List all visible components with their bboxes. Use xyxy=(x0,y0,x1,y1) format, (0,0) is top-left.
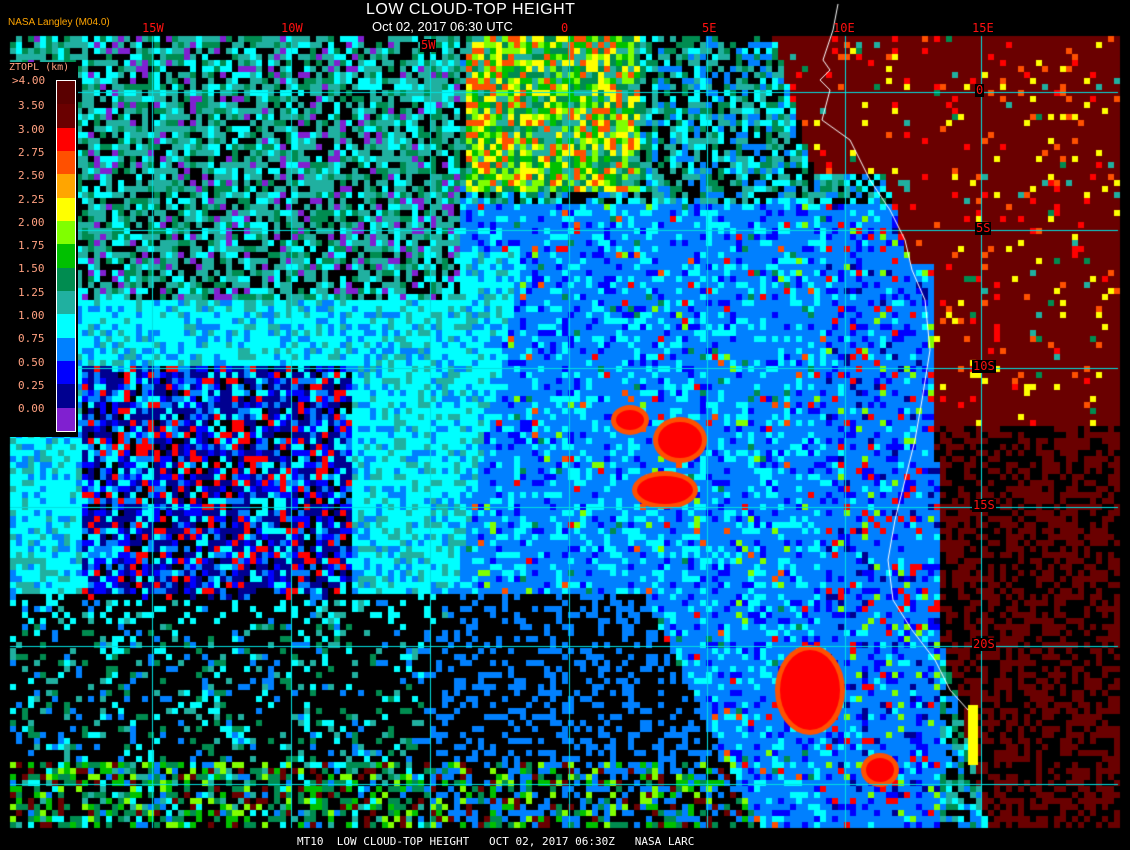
legend-tick-label: 0.00 xyxy=(18,402,45,416)
legend-swatch xyxy=(57,220,75,245)
legend-swatch xyxy=(57,150,75,175)
legend-tick-label: 1.75 xyxy=(18,239,45,253)
legend-swatch xyxy=(57,267,75,291)
legend-swatch xyxy=(57,174,75,198)
legend-tick-label: 2.00 xyxy=(18,215,45,229)
footer-caption: MT10 LOW CLOUD-TOP HEIGHT OCT 02, 2017 0… xyxy=(297,835,695,848)
lat-label-10s: 10S xyxy=(972,359,996,373)
legend-swatch xyxy=(57,337,75,361)
lon-label-10e: 10E xyxy=(833,21,855,35)
legend-tick-label: 1.00 xyxy=(18,309,45,322)
legend-title: ZTOPL (km) xyxy=(9,62,70,73)
legend-tick-label: 2.75 xyxy=(18,145,45,159)
lat-label-15s: 15S xyxy=(972,498,996,512)
legend-swatch xyxy=(57,81,75,105)
legend-color-bar xyxy=(56,80,76,432)
legend-tick-label: 0.50 xyxy=(18,355,45,369)
map-timestamp: Oct 02, 2017 06:30 UTC xyxy=(372,19,513,34)
map-title: LOW CLOUD-TOP HEIGHT xyxy=(366,1,576,18)
lon-label-15w: 15W xyxy=(142,21,164,35)
legend-tick-label: 1.50 xyxy=(18,262,45,276)
legend-tick-label: 1.25 xyxy=(18,285,45,299)
lon-label-10w: 10W xyxy=(281,21,303,35)
lon-label-15e: 15E xyxy=(972,21,994,35)
legend-tick-label: 3.50 xyxy=(18,99,45,113)
legend-swatch xyxy=(57,127,75,151)
lon-label-0: 0 xyxy=(561,21,569,35)
legend-swatch xyxy=(57,244,75,268)
lat-label-0: 0 xyxy=(975,83,985,97)
lon-label-5w: 5W xyxy=(420,38,437,52)
lat-label-5s: 5S xyxy=(975,221,992,235)
legend-tick-label: 0.75 xyxy=(18,332,45,346)
legend-swatch xyxy=(57,314,75,338)
credit-label: NASA Langley (M04.0) xyxy=(8,17,110,28)
legend-tick-label: 2.50 xyxy=(18,169,45,183)
legend-swatch xyxy=(57,197,75,221)
legend-swatch xyxy=(57,384,75,408)
legend-swatch xyxy=(57,290,75,315)
lat-label-20s: 20S xyxy=(972,637,996,651)
legend-tick-label: 0.25 xyxy=(18,378,45,392)
lon-label-5e: 5E xyxy=(702,21,717,35)
legend-swatch xyxy=(57,360,75,385)
legend-swatch xyxy=(57,104,75,128)
legend-tick-label: 3.00 xyxy=(18,122,45,136)
color-legend: ZTOPL (km) >4.00 3.50 3.00 2.75 2.50 2.25 2.00… xyxy=(8,62,78,437)
legend-tick-label: 2.25 xyxy=(18,192,45,206)
legend-swatch xyxy=(57,407,75,431)
legend-tick-label: >4.00 xyxy=(12,74,46,87)
